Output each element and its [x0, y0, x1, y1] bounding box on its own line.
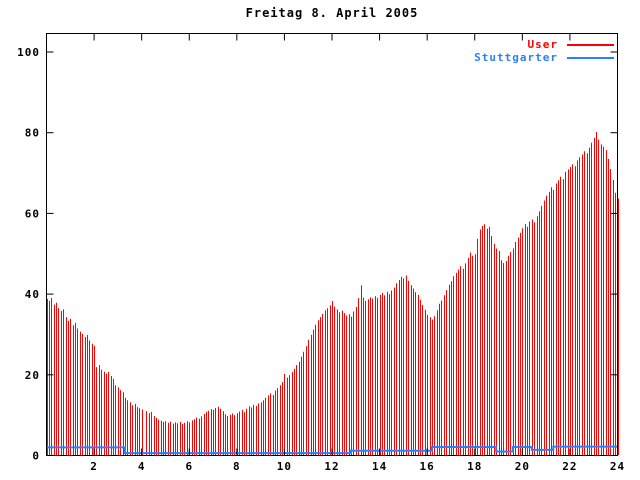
x-tick-label: 20	[515, 460, 530, 473]
legend-label-stuttgarter: Stuttgarter	[474, 51, 558, 64]
x-tick-label: 22	[562, 460, 577, 473]
legend-item-user: User	[474, 38, 614, 51]
stuttgarter-line-series	[46, 445, 618, 455]
y-tick-label: 20	[25, 369, 40, 382]
y-tick-label: 60	[25, 207, 40, 220]
user-bars-series	[47, 131, 619, 455]
x-tick-label: 14	[372, 460, 387, 473]
x-tick-label: 4	[138, 460, 146, 473]
chart-title: Freitag 8. April 2005	[245, 6, 419, 20]
legend-line-sample-user	[567, 43, 614, 46]
y-tick-label: 40	[25, 288, 40, 301]
x-tick-label: 24	[610, 460, 625, 473]
legend: User Stuttgarter	[474, 38, 614, 64]
y-tick-label: 100	[17, 46, 40, 59]
x-tick-label: 16	[420, 460, 435, 473]
x-tick-label: 8	[233, 460, 241, 473]
x-tick-label: 6	[185, 460, 193, 473]
y-tick-label: 0	[32, 450, 40, 463]
x-tick-label: 18	[467, 460, 482, 473]
legend-item-stuttgarter: Stuttgarter	[474, 51, 614, 64]
x-tick-label: 12	[324, 460, 339, 473]
x-tick-label: 10	[277, 460, 292, 473]
legend-line-sample-stuttgarter	[567, 56, 614, 59]
y-tick-label: 80	[25, 127, 40, 140]
legend-label-user: User	[527, 38, 558, 51]
x-tick-label: 2	[90, 460, 98, 473]
